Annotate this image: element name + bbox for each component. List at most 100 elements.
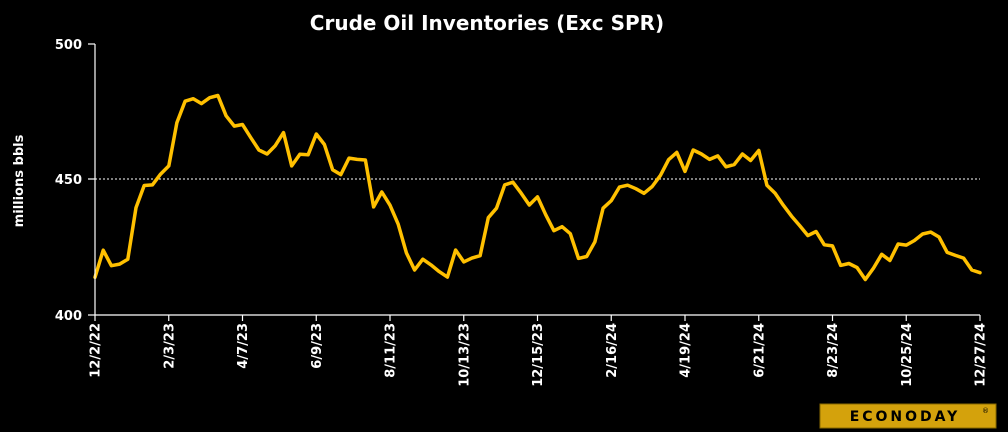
data-point: [438, 270, 441, 273]
data-point: [585, 255, 588, 258]
data-point: [790, 215, 793, 218]
data-point: [503, 183, 506, 186]
data-point: [479, 254, 482, 257]
data-point: [618, 186, 621, 189]
data-point: [470, 257, 473, 260]
data-point: [175, 121, 178, 124]
data-point: [356, 158, 359, 161]
data-point: [511, 181, 514, 184]
data-point: [659, 174, 662, 177]
data-point: [921, 233, 924, 235]
x-tick-marks: [94, 315, 981, 321]
data-point: [626, 184, 629, 187]
data-point: [536, 195, 539, 198]
y-tick-400: 400: [55, 309, 82, 324]
data-point: [389, 204, 391, 207]
data-point: [806, 234, 809, 237]
x-tick-label: 10/25/24: [900, 323, 915, 387]
data-point: [716, 154, 719, 157]
data-point: [462, 260, 465, 263]
data-point: [757, 149, 760, 152]
data-point: [364, 159, 367, 161]
data-point: [970, 269, 973, 271]
logo-registered-mark: ®: [982, 407, 989, 415]
x-ticks: 12/2/22 2/3/23 4/7/23 6/9/23 8/11/23 10/13/23…: [89, 323, 989, 387]
data-point: [413, 269, 416, 271]
data-point: [126, 258, 129, 261]
data-point: [643, 192, 645, 195]
econoday-logo: ECONODAY ®: [819, 403, 997, 429]
x-tick-label: 8/11/23: [384, 323, 399, 378]
data-point: [725, 165, 727, 168]
data-point: [266, 153, 269, 155]
data-point: [323, 143, 326, 146]
data-point: [782, 204, 785, 207]
data-point: [913, 239, 916, 242]
data-point: [946, 251, 949, 254]
chart-title: Crude Oil Inventories (Exc SPR): [310, 11, 664, 35]
data-point: [298, 153, 301, 156]
data-point: [102, 249, 105, 252]
data-point: [577, 257, 580, 260]
data-point: [331, 168, 334, 171]
data-point: [135, 206, 137, 209]
data-point: [872, 267, 875, 270]
data-point: [552, 229, 555, 232]
data-point: [528, 204, 531, 206]
data-point: [167, 164, 170, 167]
data-point: [839, 264, 842, 267]
data-point: [774, 192, 777, 195]
data-point: [675, 151, 678, 154]
y-tick-450: 450: [55, 173, 82, 188]
data-point: [159, 173, 162, 176]
data-point: [397, 223, 400, 226]
data-point: [733, 163, 736, 166]
data-point: [847, 262, 850, 265]
data-point: [348, 157, 350, 160]
series-points: [94, 94, 981, 281]
data-point: [856, 266, 859, 269]
y-ticks: 500 450 400: [55, 38, 82, 324]
x-tick-label: 2/3/23: [162, 323, 177, 369]
data-point: [274, 144, 277, 147]
data-point: [249, 136, 252, 139]
data-point: [954, 254, 957, 257]
data-point: [290, 164, 293, 167]
data-point: [888, 259, 891, 262]
data-point: [979, 271, 981, 274]
data-point: [897, 243, 900, 245]
data-point: [544, 213, 547, 216]
data-point: [634, 187, 637, 190]
data-point: [798, 224, 801, 227]
x-tick-label: 4/7/23: [236, 323, 251, 369]
data-point: [339, 173, 342, 176]
data-point: [454, 249, 457, 251]
data-point: [684, 170, 686, 173]
data-point: [593, 240, 596, 243]
x-tick-label: 12/15/23: [531, 323, 546, 387]
data-point: [216, 94, 219, 97]
data-point: [962, 257, 965, 260]
data-point: [282, 131, 285, 134]
data-point: [692, 149, 695, 151]
data-point: [430, 263, 432, 266]
data-point: [208, 96, 211, 99]
data-point: [610, 199, 613, 202]
x-tick-label: 6/21/24: [752, 323, 767, 378]
data-point: [233, 125, 236, 128]
x-tick-label: 10/13/23: [457, 323, 472, 387]
x-tick-label: 8/23/24: [826, 323, 841, 378]
data-point: [200, 102, 203, 105]
data-point: [487, 216, 490, 219]
data-point: [831, 244, 834, 247]
data-point: [815, 230, 818, 233]
data-point: [495, 207, 498, 210]
y-tick-500: 500: [55, 38, 82, 53]
data-point: [446, 276, 449, 279]
data-point: [380, 191, 383, 193]
data-point: [110, 264, 113, 267]
logo-box: [819, 403, 997, 429]
data-point: [151, 183, 154, 186]
data-point: [405, 251, 408, 254]
